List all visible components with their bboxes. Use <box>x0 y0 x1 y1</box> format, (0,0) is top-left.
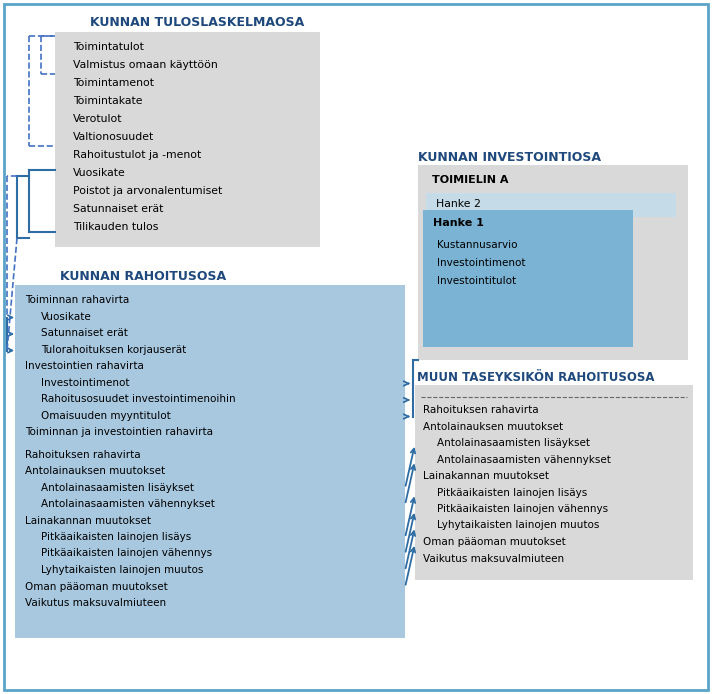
Text: Investointien rahavirta: Investointien rahavirta <box>25 361 144 371</box>
Text: Toimintakate: Toimintakate <box>73 96 142 106</box>
Text: TOIMIELIN A: TOIMIELIN A <box>432 175 508 185</box>
Text: Antolainauksen muutokset: Antolainauksen muutokset <box>25 466 165 476</box>
Text: Antolainauksen muutokset: Antolainauksen muutokset <box>423 421 563 432</box>
Text: Investointimenot: Investointimenot <box>437 258 525 268</box>
Text: Pitkäaikaisten lainojen vähennys: Pitkäaikaisten lainojen vähennys <box>41 548 212 559</box>
Text: MUUN TASEYKSIKÖN RAHOITUSOSA: MUUN TASEYKSIKÖN RAHOITUSOSA <box>417 371 654 384</box>
Text: Kustannusarvio: Kustannusarvio <box>437 240 518 250</box>
Text: Oman pääoman muutokset: Oman pääoman muutokset <box>25 582 168 591</box>
Text: KUNNAN INVESTOINTIOSA: KUNNAN INVESTOINTIOSA <box>418 151 601 164</box>
Text: Oman pääoman muutokset: Oman pääoman muutokset <box>423 537 566 547</box>
Text: Investointimenot: Investointimenot <box>41 378 130 387</box>
Text: Toiminnan ja investointien rahavirta: Toiminnan ja investointien rahavirta <box>25 427 213 437</box>
Text: Tulorahoituksen korjauserät: Tulorahoituksen korjauserät <box>41 344 187 355</box>
Text: Tilikauden tulos: Tilikauden tulos <box>73 222 158 232</box>
Text: Satunnaiset erät: Satunnaiset erät <box>41 328 128 338</box>
Text: Poistot ja arvonalentumiset: Poistot ja arvonalentumiset <box>73 186 222 196</box>
Text: Vuosikate: Vuosikate <box>41 312 92 321</box>
Text: Rahoitusosuudet investointimenoihin: Rahoitusosuudet investointimenoihin <box>41 394 236 404</box>
Bar <box>423 210 633 347</box>
Text: Verotulot: Verotulot <box>73 114 122 124</box>
Bar <box>55 32 320 247</box>
Text: Investointitulot: Investointitulot <box>437 276 516 286</box>
Text: Antolainasaamisten lisäykset: Antolainasaamisten lisäykset <box>41 482 194 493</box>
Text: Valmistus omaan käyttöön: Valmistus omaan käyttöön <box>73 60 218 70</box>
Text: Lyhytaikaisten lainojen muutos: Lyhytaikaisten lainojen muutos <box>41 565 204 575</box>
Text: Pitkäaikaisten lainojen vähennys: Pitkäaikaisten lainojen vähennys <box>437 504 608 514</box>
Text: Pitkäaikaisten lainojen lisäys: Pitkäaikaisten lainojen lisäys <box>437 487 587 498</box>
Text: Hanke 1: Hanke 1 <box>433 218 484 228</box>
Text: Toiminnan rahavirta: Toiminnan rahavirta <box>25 295 130 305</box>
Text: Rahoituksen rahavirta: Rahoituksen rahavirta <box>423 405 538 415</box>
Text: Satunnaiset erät: Satunnaiset erät <box>73 204 163 214</box>
Text: KUNNAN TULOSLASKELMAOSA: KUNNAN TULOSLASKELMAOSA <box>90 16 304 29</box>
Text: Antolainasaamisten lisäykset: Antolainasaamisten lisäykset <box>437 438 590 448</box>
Text: Rahoituksen rahavirta: Rahoituksen rahavirta <box>25 450 141 459</box>
Text: Antolainasaamisten vähennykset: Antolainasaamisten vähennykset <box>437 455 611 464</box>
Text: Rahoitustulot ja -menot: Rahoitustulot ja -menot <box>73 150 201 160</box>
Text: Pitkäaikaisten lainojen lisäys: Pitkäaikaisten lainojen lisäys <box>41 532 192 542</box>
Text: Antolainasaamisten vähennykset: Antolainasaamisten vähennykset <box>41 499 215 509</box>
Bar <box>426 193 676 217</box>
Text: Toimintamenot: Toimintamenot <box>73 78 154 88</box>
Text: Omaisuuden myyntitulot: Omaisuuden myyntitulot <box>41 410 171 421</box>
Text: Lyhytaikaisten lainojen muutos: Lyhytaikaisten lainojen muutos <box>437 520 600 530</box>
Text: Lainakannan muutokset: Lainakannan muutokset <box>25 516 151 525</box>
Bar <box>15 285 405 638</box>
Text: Toimintatulot: Toimintatulot <box>73 42 144 52</box>
Text: Hanke 2: Hanke 2 <box>436 199 481 209</box>
Text: Lainakannan muutokset: Lainakannan muutokset <box>423 471 549 481</box>
Bar <box>418 165 688 360</box>
Text: Valtionosuudet: Valtionosuudet <box>73 132 155 142</box>
Bar <box>415 385 693 580</box>
Text: Vaikutus maksuvalmiuteen: Vaikutus maksuvalmiuteen <box>25 598 166 608</box>
Text: KUNNAN RAHOITUSOSA: KUNNAN RAHOITUSOSA <box>60 270 226 283</box>
Text: Vaikutus maksuvalmiuteen: Vaikutus maksuvalmiuteen <box>423 554 564 564</box>
Text: Vuosikate: Vuosikate <box>73 168 126 178</box>
